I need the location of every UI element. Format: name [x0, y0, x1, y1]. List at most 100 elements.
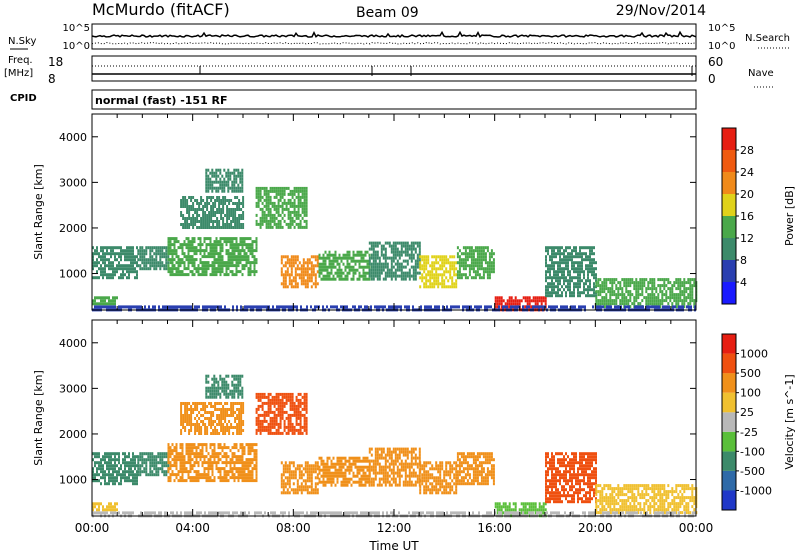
station-title: McMurdo (fitACF): [92, 0, 230, 19]
data-band: [167, 237, 258, 277]
colorbar-segment: [722, 150, 736, 172]
data-band: [419, 255, 458, 289]
data-band: [137, 246, 170, 271]
y-tick-label: 1000: [59, 268, 87, 281]
x-axis-label: Time UT: [368, 539, 419, 553]
colorbar-segment: [722, 172, 736, 194]
beam-title: Beam 09: [356, 5, 419, 21]
colorbar-segment: [722, 282, 736, 304]
colorbar-tick-label: 16: [740, 210, 754, 223]
colorbar-tick-label: 25: [740, 406, 754, 419]
data-band: [180, 196, 245, 229]
data-band: [368, 241, 421, 281]
nsearch-tick-top: 10^5: [708, 23, 735, 34]
velocity-panel: 1000 2000 3000 4000 Slant Range [km] 1000 500 1…: [32, 319, 796, 553]
y-tick-label: 2000: [59, 222, 87, 235]
colorbar-segment: [722, 412, 736, 432]
freq-label: Freq.: [8, 55, 33, 66]
y-axis-label: Slant Range [km]: [32, 164, 45, 260]
x-tick-label: 16:00: [477, 521, 512, 535]
nave-tick-top: 60: [708, 55, 723, 69]
colorbar-segment: [722, 194, 736, 216]
data-band: [92, 502, 118, 512]
y-tick-label: 2000: [59, 428, 87, 441]
y-tick-label: 4000: [59, 131, 87, 144]
data-band: [318, 456, 371, 487]
colorbar-tick-label: 100: [740, 387, 761, 400]
freq-unit: [MHz]: [4, 68, 33, 79]
colorbar-tick-label: 12: [740, 232, 754, 245]
colorbar-tick-label: 8: [740, 254, 747, 267]
x-tick-label: 20:00: [578, 521, 613, 535]
data-band: [280, 461, 319, 495]
cpid-box: [91, 89, 697, 110]
colorbar-segment: [722, 334, 736, 354]
data-band: [456, 246, 495, 280]
power-panel: 1000 2000 3000 4000 Slant Range [km] 4 8 12 16 20…: [32, 113, 796, 312]
nsearch-series-line: [91, 41, 697, 45]
freq-tick-top: 18: [48, 55, 63, 69]
y-tick-label: 1000: [59, 474, 87, 487]
colorbar-segment: [722, 238, 736, 260]
colorbar-tick-label: -25: [740, 426, 758, 439]
data-band: [280, 255, 319, 289]
nsearch-label: N.Search: [745, 33, 790, 44]
data-band: [205, 374, 244, 399]
data-band: [318, 250, 371, 281]
colorbar-tick-label: -100: [740, 445, 765, 458]
colorbar-segment: [722, 260, 736, 282]
cpid-label: CPID: [10, 93, 37, 104]
data-band: [92, 246, 138, 280]
colorbar-segment: [722, 373, 736, 393]
colorbar-segment: [722, 470, 736, 491]
colorbar-label: Power [dB]: [783, 186, 796, 246]
nsearch-tick-bottom: 10^0: [708, 41, 735, 52]
data-band: [92, 296, 118, 306]
data-band: [545, 452, 597, 504]
colorbar-segment: [722, 353, 736, 374]
x-tick-label: 00:00: [75, 521, 110, 535]
date-title: 29/Nov/2014: [616, 3, 706, 19]
y-axis-label: Slant Range [km]: [32, 370, 45, 466]
colorbar-tick-label: 20: [740, 188, 754, 201]
data-band: [595, 278, 698, 309]
x-tick-label: 04:00: [175, 521, 210, 535]
colorbar-tick-label: -1000: [740, 484, 772, 497]
data-band: [419, 461, 458, 495]
data-band: [255, 392, 308, 435]
colorbar-frame: [721, 333, 737, 511]
colorbar-segment: [722, 490, 736, 510]
x-tick-label: 00:00: [679, 521, 714, 535]
data-band: [205, 168, 244, 193]
y-tick-label: 3000: [59, 176, 87, 189]
data-band: [595, 484, 698, 515]
data-band: [180, 402, 245, 435]
colorbar-tick-label: 1000: [740, 348, 768, 361]
data-band: [545, 246, 597, 298]
data-band: [255, 186, 308, 229]
colorbar-segment: [722, 128, 736, 150]
colorbar-tick-label: 28: [740, 144, 754, 157]
data-band: [92, 452, 138, 486]
x-tick-label: 08:00: [276, 521, 311, 535]
colorbar-segment: [722, 451, 736, 471]
x-tick-label: 12:00: [377, 521, 412, 535]
nsky-tick-top: 10^5: [63, 23, 90, 34]
y-tick-label: 4000: [59, 337, 87, 350]
colorbar-label: Velocity [m s^-1]: [783, 374, 796, 469]
nave-label: Nave: [748, 68, 774, 79]
colorbar-tick-label: 500: [740, 367, 761, 380]
colorbar-tick-label: 4: [740, 276, 747, 289]
nsky-label: N.Sky: [8, 36, 36, 47]
data-band: [167, 443, 258, 483]
colorbar-segment: [722, 216, 736, 238]
colorbar-tick-label: -500: [740, 465, 765, 478]
colorbar-tick-label: 24: [740, 166, 754, 179]
freq-tick-bottom: 8: [48, 72, 56, 86]
cpid-value: normal (fast) -151 RF: [95, 94, 228, 107]
nsky-series-line: [91, 30, 697, 39]
data-band: [137, 452, 170, 477]
colorbar-segment: [722, 392, 736, 413]
freq-strip: Freq. [MHz] 18 8 60 0 Nave: [4, 55, 775, 88]
